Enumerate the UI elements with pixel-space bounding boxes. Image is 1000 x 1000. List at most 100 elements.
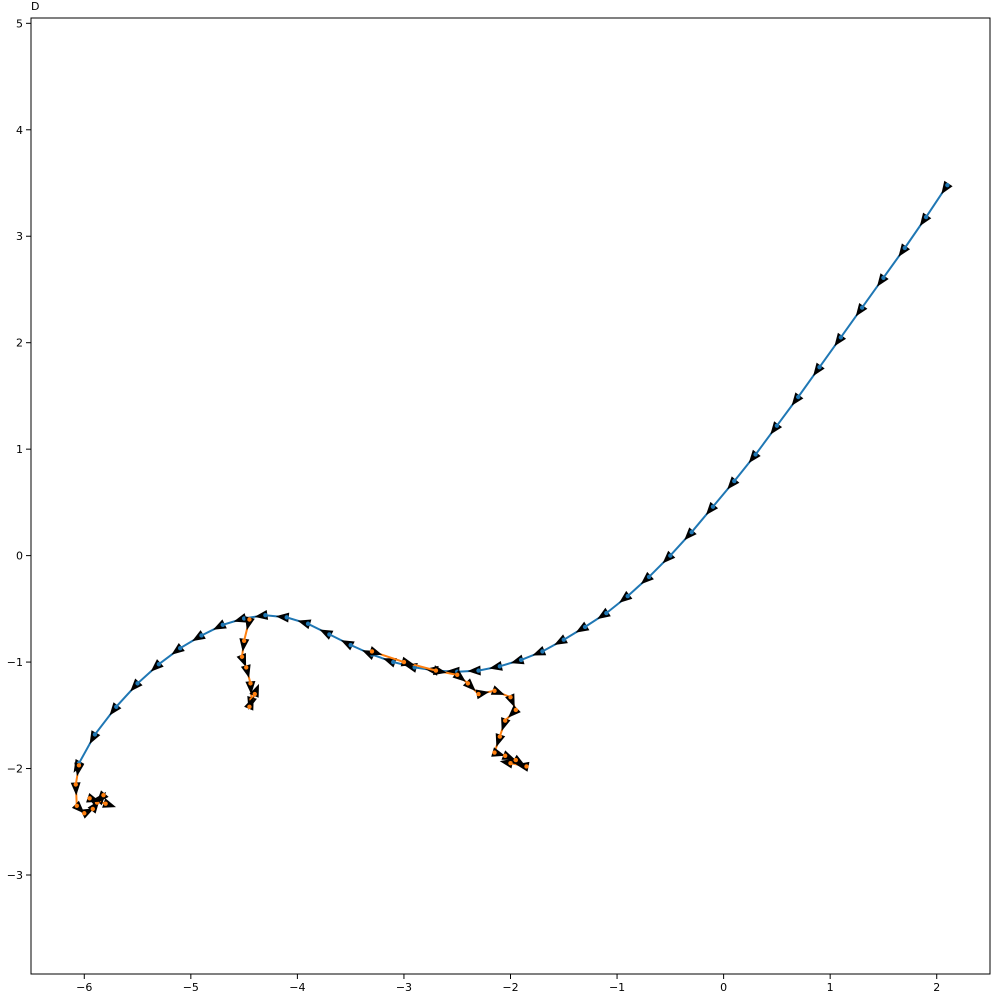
arrow-marker: [467, 665, 481, 676]
data-point: [646, 574, 652, 580]
x-tick-label: −5: [183, 981, 199, 994]
arrow-marker: [254, 610, 269, 620]
data-point: [135, 681, 140, 686]
series-2: [70, 762, 116, 819]
data-point: [241, 638, 247, 643]
data-point: [508, 761, 513, 766]
data-point: [263, 613, 268, 618]
data-point: [412, 665, 417, 670]
data-point: [881, 275, 886, 280]
data-point: [710, 504, 716, 509]
arrow-marker: [554, 634, 568, 645]
data-point: [248, 681, 253, 686]
data-point: [945, 182, 950, 188]
data-point: [92, 732, 98, 737]
arrow-marker: [319, 629, 334, 640]
x-axis: −6 −5 −4 −3 −2 −1 0 1 2: [76, 974, 940, 994]
arrow-marker: [919, 212, 932, 227]
data-point: [199, 633, 204, 638]
data-point: [582, 624, 588, 630]
y-axis: −3 −2 −1 0 1 2 3 4 5: [7, 17, 31, 882]
y-tick-label: 4: [16, 124, 23, 137]
data-point: [305, 621, 311, 626]
arrow-marker: [340, 640, 355, 651]
data-point: [689, 529, 694, 535]
arrow-marker: [109, 702, 122, 716]
data-point: [513, 757, 519, 763]
arrow-marker: [245, 681, 256, 695]
series-4: [368, 646, 530, 772]
data-point: [492, 688, 497, 694]
data-point: [668, 553, 673, 558]
data-point: [476, 668, 481, 673]
series-3: [236, 616, 259, 711]
data-point: [156, 662, 162, 667]
data-point: [502, 718, 508, 723]
arrow-marker: [770, 421, 783, 435]
data-point: [838, 335, 844, 340]
y-tick-label: 5: [16, 17, 23, 30]
arrow-marker: [70, 782, 81, 796]
arrow-marker: [80, 808, 95, 819]
data-point: [433, 668, 439, 673]
plot-content: [70, 180, 953, 819]
data-point: [476, 691, 481, 697]
x-tick-label: −6: [76, 981, 92, 994]
series-1: [73, 180, 953, 773]
arrow-marker: [511, 754, 526, 766]
data-point: [817, 364, 822, 370]
y-tick-label: 1: [16, 443, 23, 456]
data-point: [327, 632, 332, 637]
data-point: [114, 704, 119, 709]
arrow-marker: [275, 612, 290, 623]
arrow-marker: [855, 303, 868, 317]
data-point: [774, 423, 780, 428]
data-point: [796, 394, 801, 400]
arrow-marker: [192, 630, 206, 642]
data-point: [492, 750, 497, 755]
x-tick-label: 2: [933, 981, 940, 994]
data-point: [540, 649, 545, 654]
arrow-marker: [813, 362, 825, 377]
data-point: [401, 659, 407, 665]
data-point: [923, 214, 929, 220]
data-point: [177, 646, 183, 651]
arrow-marker: [877, 273, 889, 287]
data-point: [604, 610, 609, 616]
y-tick-label: −2: [7, 763, 23, 776]
arrow-marker: [89, 730, 101, 745]
arrow-marker: [941, 180, 953, 195]
data-point: [73, 782, 78, 787]
arrow-marker: [575, 621, 590, 633]
data-point: [82, 811, 87, 816]
data-point: [76, 763, 82, 768]
data-point: [247, 617, 252, 622]
data-point: [247, 704, 252, 709]
y-tick-label: −3: [7, 869, 23, 882]
y-tick-label: −1: [7, 656, 23, 669]
data-point: [90, 806, 96, 812]
data-point: [518, 657, 524, 663]
data-point: [513, 707, 519, 713]
data-point: [524, 764, 529, 769]
data-point: [753, 452, 758, 457]
data-point: [902, 245, 907, 251]
data-point: [239, 654, 245, 659]
x-tick-label: −1: [609, 981, 625, 994]
arrow-marker: [239, 638, 250, 652]
x-tick-label: 0: [720, 981, 727, 994]
data-point: [241, 616, 247, 621]
arrow-marker: [898, 243, 910, 257]
y-tick-label: 0: [16, 550, 23, 563]
panel-title: D: [31, 0, 39, 13]
data-point: [244, 665, 249, 670]
data-point: [625, 593, 630, 599]
data-point: [284, 615, 289, 620]
arrow-marker: [597, 607, 611, 620]
data-point: [497, 734, 503, 739]
x-tick-label: 1: [827, 981, 834, 994]
data-point: [87, 796, 92, 801]
data-point: [497, 664, 503, 669]
